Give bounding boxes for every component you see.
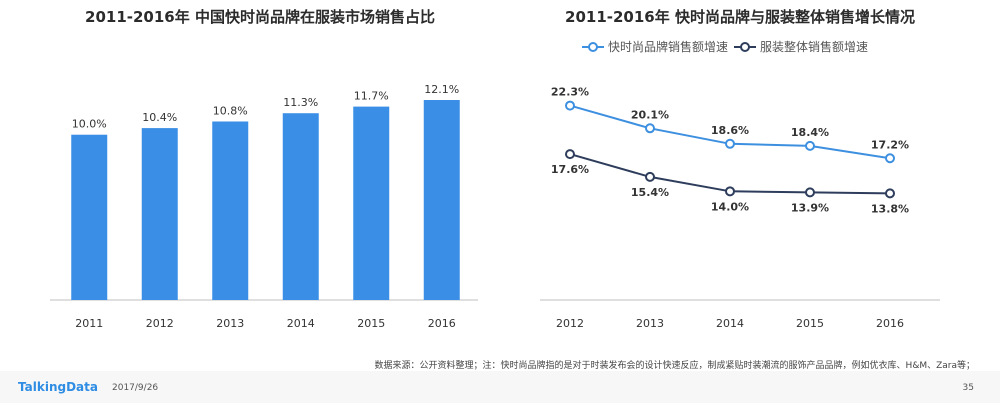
legend-entry: 服装整体销售额增速 [760, 39, 868, 54]
data-point [565, 100, 575, 111]
bar [282, 113, 319, 300]
line-x-tick-label: 2016 [876, 317, 904, 330]
data-point [645, 123, 655, 134]
bar [71, 134, 108, 300]
point-value-label: 22.3% [551, 86, 589, 99]
bar [141, 128, 178, 300]
line-x-tick-label: 2013 [636, 317, 664, 330]
bar-x-tick-label: 2013 [216, 317, 244, 330]
data-point [725, 138, 735, 149]
brand-logo: TalkingData [18, 380, 98, 394]
line-x-tick-label: 2014 [716, 317, 744, 330]
bar-x-tick-label: 2011 [75, 317, 103, 330]
bar-value-label: 10.8% [213, 104, 248, 117]
bar-value-label: 12.1% [424, 83, 459, 96]
data-point [805, 140, 815, 151]
legend-entry: 快时尚品牌销售额增速 [608, 39, 728, 54]
line-chart: 2012 2013 2014 2015 2016 快时尚品牌销售额增速 服装整体销售额增速 2… [540, 39, 940, 330]
bar-value-label: 11.7% [354, 90, 389, 103]
point-value-label: 17.2% [871, 138, 909, 151]
data-point [885, 188, 895, 199]
legend-swatch-marker [588, 42, 598, 52]
source-note: 数据来源：公开资料整理；注：快时尚品牌指的是对于时装发布会的设计快速反应，制成紧… [374, 361, 975, 371]
point-value-label: 17.6% [551, 163, 589, 176]
data-point [805, 187, 815, 198]
bar-x-tick-label: 2016 [428, 317, 456, 330]
page-number: 35 [962, 383, 974, 393]
point-value-label: 14.0% [711, 200, 749, 213]
point-value-label: 13.9% [791, 201, 829, 214]
data-point [725, 186, 735, 197]
line-x-tick-label: 2015 [796, 317, 824, 330]
footer-bar: TalkingData 2017/9/26 35 [0, 371, 1000, 403]
data-point [885, 153, 895, 164]
bar [212, 121, 249, 300]
data-point [565, 149, 575, 160]
point-value-label: 18.4% [791, 126, 829, 139]
bar [353, 106, 390, 300]
line-chart-title: 2011-2016年 快时尚品牌与服装整体销售增长情况 [565, 8, 915, 26]
bar-x-tick-label: 2014 [287, 317, 315, 330]
bar-x-tick-label: 2015 [357, 317, 385, 330]
legend-swatch-marker [740, 42, 750, 52]
point-value-label: 13.8% [871, 202, 909, 215]
bar-chart-title: 2011-2016年 中国快时尚品牌在服装市场销售占比 [85, 8, 435, 26]
bar-chart: 10.0% 2011 10.4% 2012 10.8% 2013 11.3% 2014 11.7… [50, 83, 478, 330]
report-date: 2017/9/26 [112, 383, 159, 393]
point-value-label: 15.4% [631, 186, 669, 199]
data-point [645, 171, 655, 182]
point-value-label: 20.1% [631, 108, 669, 121]
bar-value-label: 10.4% [142, 111, 177, 124]
line-x-tick-label: 2012 [556, 317, 584, 330]
bar-value-label: 10.0% [72, 118, 107, 131]
bar [423, 100, 460, 300]
point-value-label: 18.6% [711, 124, 749, 137]
bar-x-tick-label: 2012 [146, 317, 174, 330]
bar-value-label: 11.3% [283, 96, 318, 109]
